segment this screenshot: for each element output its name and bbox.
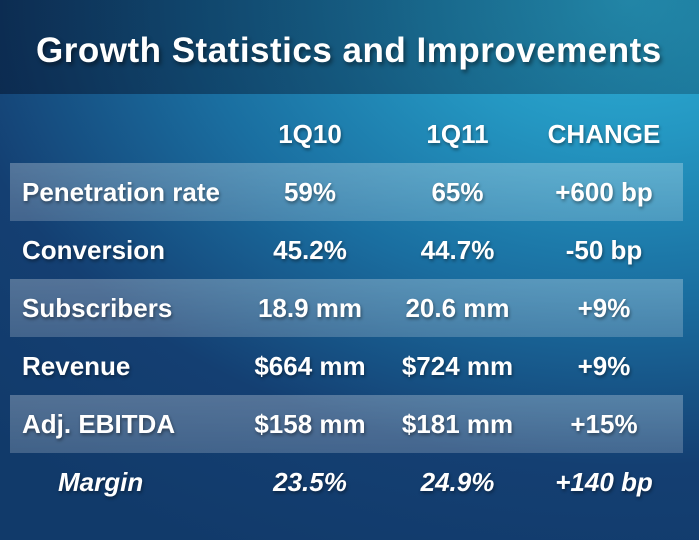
- row-label: Margin: [58, 466, 144, 497]
- value-1q10: 59%: [283, 176, 337, 207]
- value-1q10: 18.9 mm: [257, 292, 363, 323]
- row-label: Subscribers: [22, 292, 173, 323]
- header-change: CHANGE: [547, 118, 661, 149]
- value-1q10: $664 mm: [254, 350, 366, 381]
- stats-table: 1Q10 1Q11 CHANGE Penetration rate 59% 65…: [10, 105, 683, 511]
- value-1q11: $724 mm: [401, 350, 514, 381]
- value-1q11: $181 mm: [401, 408, 514, 439]
- value-change: +15%: [570, 408, 638, 439]
- header-1q11: 1Q11: [426, 118, 489, 149]
- value-1q10: 23.5%: [273, 466, 347, 497]
- value-1q11: 44.7%: [420, 234, 495, 265]
- value-change: +9%: [577, 292, 631, 323]
- row-label: Revenue: [22, 350, 131, 381]
- table-row-subscribers: Subscribers 18.9 mm 20.6 mm +9%: [10, 279, 683, 337]
- value-change: -50 bp: [565, 234, 643, 265]
- value-1q11: 65%: [431, 176, 484, 207]
- value-1q10: $158 mm: [254, 408, 366, 439]
- value-change: +140 bp: [555, 466, 653, 497]
- table-row-penetration-rate: Penetration rate 59% 65% +600 bp: [10, 163, 683, 221]
- row-label: Penetration rate: [22, 176, 220, 207]
- header-1q10: 1Q10: [278, 118, 342, 149]
- row-label: Conversion: [22, 234, 166, 265]
- row-label: Adj. EBITDA: [22, 408, 176, 439]
- table-header-row: 1Q10 1Q11 CHANGE: [10, 105, 683, 163]
- table-row-margin: Margin 23.5% 24.9% +140 bp: [10, 453, 683, 511]
- value-change: +600 bp: [555, 176, 653, 207]
- value-change: +9%: [577, 350, 631, 381]
- value-1q11: 24.9%: [420, 466, 495, 497]
- table-row-conversion: Conversion 45.2% 44.7% -50 bp: [10, 221, 683, 279]
- table-row-revenue: Revenue $664 mm $724 mm +9%: [10, 337, 683, 395]
- table-row-adj-ebitda: Adj. EBITDA $158 mm $181 mm +15%: [10, 395, 683, 453]
- title-band: Growth Statistics and Improvements: [0, 0, 699, 94]
- value-1q10: 45.2%: [273, 234, 347, 265]
- value-1q11: 20.6 mm: [405, 292, 510, 323]
- slide-title: Growth Statistics and Improvements: [36, 31, 662, 70]
